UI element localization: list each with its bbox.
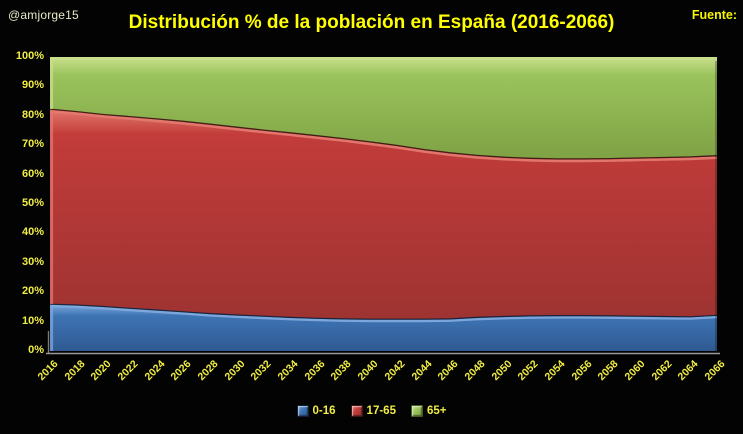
legend-label: 17-65	[366, 405, 396, 417]
y-axis-tick-label: 90%	[21, 79, 44, 92]
legend-item-17-65: 17-65	[350, 405, 396, 417]
y-axis-tick-label: 30%	[21, 255, 44, 268]
y-axis-tick-label: 40%	[21, 226, 44, 239]
source-label: Fuente:	[691, 8, 737, 22]
watermark: @amjorge15	[8, 8, 79, 22]
y-axis-tick-label: 80%	[21, 108, 44, 121]
y-axis-tick-label: 10%	[21, 314, 44, 327]
legend-marker-blue-icon	[296, 405, 309, 417]
legend-item-65plus: 65+	[410, 405, 447, 417]
legend-marker-red-icon	[350, 405, 363, 417]
legend-marker-green-icon	[410, 405, 423, 417]
legend: 0-16 17-65 65+	[0, 405, 743, 417]
legend-label: 0-16	[312, 405, 336, 417]
legend-item-0-16: 0-16	[296, 405, 336, 417]
y-axis-tick-label: 100%	[15, 50, 44, 62]
y-axis-tick-label: 70%	[21, 138, 44, 151]
y-axis-tick-label: 50%	[21, 197, 44, 209]
page-title: Distribución % de la población en España…	[128, 12, 615, 33]
y-axis-tick-label: 60%	[21, 167, 44, 180]
y-axis-tick-label: 20%	[21, 285, 44, 298]
y-axis-tick-label: 0%	[28, 344, 44, 356]
legend-label: 65+	[426, 405, 447, 417]
